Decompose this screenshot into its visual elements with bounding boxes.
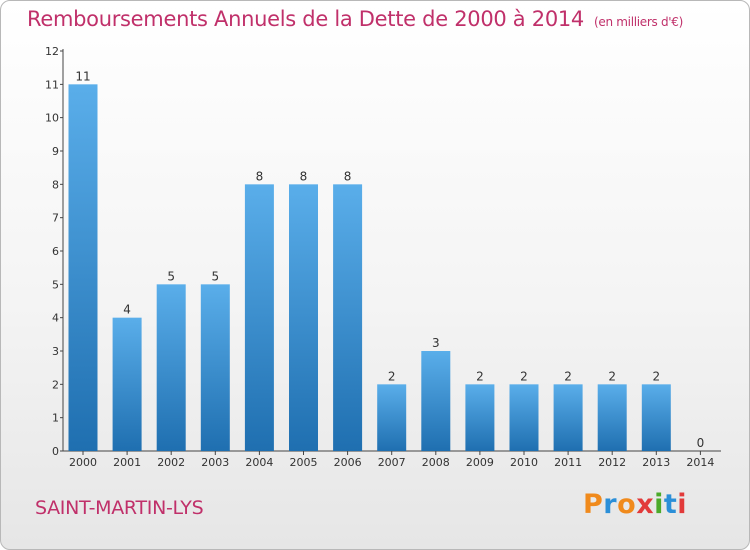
bar-2000: [68, 84, 98, 451]
y-tick-label: 6: [52, 245, 59, 258]
data-label-2001: 4: [123, 303, 131, 317]
data-label-2012: 2: [608, 369, 616, 383]
data-label-2002: 5: [167, 269, 175, 283]
x-tick-label-2014: 2014: [686, 456, 714, 469]
x-tick-label-2001: 2001: [113, 456, 141, 469]
data-label-2013: 2: [652, 369, 660, 383]
y-tick-label: 7: [52, 212, 59, 225]
x-tick-label-2006: 2006: [334, 456, 362, 469]
chart-unit: (en milliers d'€): [594, 15, 684, 29]
x-tick-label-2013: 2013: [642, 456, 670, 469]
y-tick-label: 1: [52, 412, 59, 425]
y-tick-label: 11: [45, 78, 59, 91]
chart-title-text: Remboursements Annuels de la Dette de 20…: [27, 7, 584, 31]
y-tick-label: 4: [52, 312, 59, 325]
x-tick-label-2010: 2010: [510, 456, 538, 469]
bar-2010: [509, 384, 539, 451]
y-tick-label: 9: [52, 145, 59, 158]
x-tick-label-2012: 2012: [598, 456, 626, 469]
data-label-2004: 8: [256, 169, 264, 183]
data-label-2005: 8: [300, 169, 308, 183]
x-tick-label-2000: 2000: [69, 456, 97, 469]
y-tick-label: 3: [52, 345, 59, 358]
bar-2002: [156, 284, 186, 451]
x-tick-label-2007: 2007: [378, 456, 406, 469]
data-label-2010: 2: [520, 369, 528, 383]
y-tick-label: 8: [52, 178, 59, 191]
proxiti-logo: Proxiti: [583, 489, 688, 520]
data-label-2014: 0: [697, 436, 705, 450]
data-label-2011: 2: [564, 369, 572, 383]
y-tick-label: 10: [45, 112, 59, 125]
bar-2013: [641, 384, 671, 451]
bar-2012: [597, 384, 627, 451]
bar-2006: [333, 184, 363, 452]
x-tick-label-2008: 2008: [422, 456, 450, 469]
commune-name: SAINT-MARTIN-LYS: [35, 497, 204, 519]
chart-title: Remboursements Annuels de la Dette de 20…: [27, 7, 683, 31]
x-tick-label-2002: 2002: [157, 456, 185, 469]
bar-2005: [289, 184, 318, 452]
x-tick-label-2011: 2011: [554, 456, 582, 469]
data-label-2007: 2: [388, 369, 396, 383]
y-tick-label: 12: [45, 45, 59, 58]
x-tick-label-2004: 2004: [245, 456, 273, 469]
bar-2011: [553, 384, 583, 451]
data-label-2003: 5: [211, 269, 219, 283]
bar-2009: [465, 384, 495, 451]
data-label-2009: 2: [476, 369, 484, 383]
y-tick-label: 0: [52, 445, 59, 458]
y-tick-label: 2: [52, 378, 59, 391]
bar-2008: [421, 351, 451, 451]
bar-2007: [377, 384, 407, 451]
bar-2001: [112, 317, 142, 451]
x-tick-label-2005: 2005: [290, 456, 318, 469]
x-tick-label-2009: 2009: [466, 456, 494, 469]
bar-2004: [244, 184, 274, 452]
data-label-2006: 8: [344, 169, 352, 183]
bar-2003: [200, 284, 230, 451]
y-tick-label: 5: [52, 278, 59, 291]
data-label-2000: 11: [75, 69, 90, 83]
data-label-2008: 3: [432, 336, 440, 350]
x-tick-label-2003: 2003: [201, 456, 229, 469]
